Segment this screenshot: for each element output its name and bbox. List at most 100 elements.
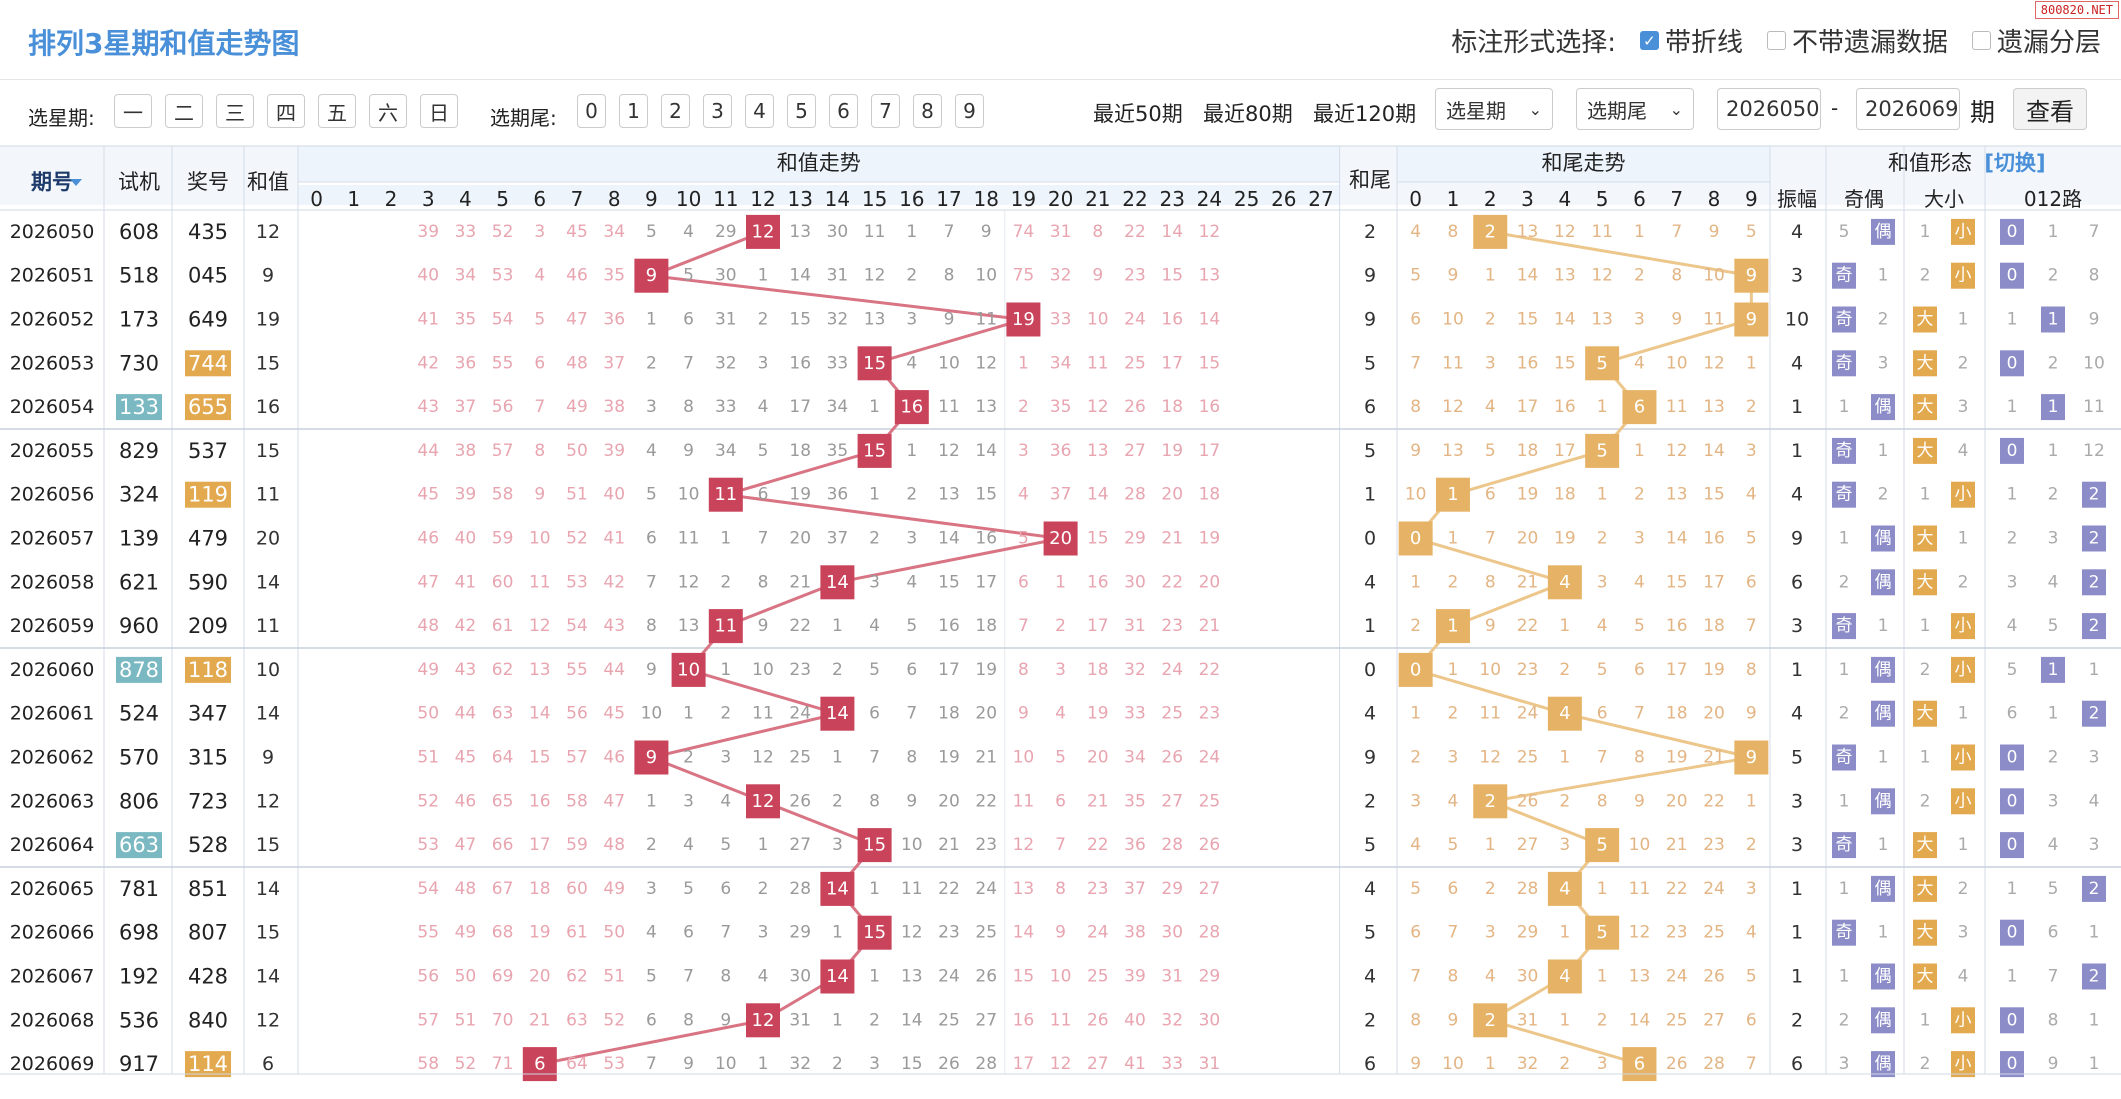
recent-80-link[interactable]: 最近80期	[1203, 102, 1293, 126]
tail-cell: 2	[1364, 221, 1376, 243]
sum-miss-cell: 50	[417, 704, 439, 724]
weekday-chip-sat[interactable]: 六	[369, 94, 407, 128]
checkbox-icon[interactable]	[1766, 31, 1786, 50]
sum-miss-cell: 4	[1055, 704, 1066, 724]
big-small-marker	[1951, 481, 1975, 508]
sum-miss-cell: 34	[1050, 353, 1072, 373]
start-issue-input[interactable]: 2026050	[1717, 88, 1821, 130]
mod3-marker	[2041, 394, 2065, 421]
tail-miss-cell: 25	[1703, 923, 1725, 943]
tail-chip-5[interactable]: 5	[787, 94, 816, 128]
sum-miss-cell: 18	[1199, 485, 1221, 505]
checkbox-icon[interactable]	[1971, 31, 1991, 50]
checkbox-checked-icon[interactable]: ✓	[1639, 31, 1659, 50]
odd-even-marker	[1832, 350, 1856, 377]
query-button[interactable]: 查看	[2013, 88, 2087, 130]
sum-ball-label: 15	[863, 835, 886, 856]
draw-cell: 114	[188, 1052, 228, 1076]
tail-ball-label: 4	[1559, 572, 1570, 593]
weekday-chip-thu[interactable]: 四	[267, 94, 305, 128]
option-no-miss-data[interactable]: 不带遗漏数据	[1766, 22, 1948, 59]
sum-miss-cell: 6	[906, 660, 917, 680]
big-small-marker	[1913, 832, 1937, 859]
sum-miss-cell: 9	[683, 441, 694, 461]
odd-even-miss: 5	[1839, 222, 1850, 242]
tail-cell: 0	[1364, 659, 1376, 681]
sum-miss-cell: 64	[566, 1054, 588, 1074]
sum-col-head: 14	[825, 187, 850, 211]
mod3-miss: 4	[2048, 835, 2059, 855]
tail-miss-cell: 15	[1517, 310, 1539, 330]
switch-link[interactable]: [切换]	[1984, 151, 2045, 175]
tail-chip-6[interactable]: 6	[829, 94, 858, 128]
sum-miss-cell: 3	[906, 310, 917, 330]
sum-miss-cell: 4	[720, 791, 731, 811]
tail-miss-cell: 15	[1554, 353, 1576, 373]
sum-miss-cell: 46	[417, 529, 439, 549]
tail-chip-0[interactable]: 0	[577, 94, 606, 128]
sum-cell: 12	[256, 221, 280, 243]
sum-miss-cell: 13	[678, 616, 700, 636]
sum-miss-cell: 34	[1124, 748, 1146, 768]
tail-ball	[1734, 302, 1769, 337]
weekday-chip-wed[interactable]: 三	[216, 94, 254, 128]
tail-miss-cell: 3	[1485, 923, 1496, 943]
tail-miss-cell: 2	[1410, 616, 1421, 636]
sum-miss-cell: 21	[529, 1010, 551, 1030]
tail-miss-cell: 4	[1634, 353, 1645, 373]
sum-miss-cell: 24	[1124, 310, 1146, 330]
sum-miss-cell: 31	[1199, 1054, 1221, 1074]
weekday-chip-tue[interactable]: 二	[165, 94, 203, 128]
tail-chip-2[interactable]: 2	[661, 94, 690, 128]
tail-ball-label: 0	[1410, 659, 1421, 680]
tail-chip-1[interactable]: 1	[619, 94, 648, 128]
mod3-miss: 12	[2083, 441, 2105, 461]
recent-50-link[interactable]: 最近50期	[1093, 102, 1183, 126]
sum-miss-cell: 32	[789, 1054, 811, 1074]
range-dash: -	[1831, 96, 1839, 120]
tail-miss-cell: 9	[1709, 222, 1720, 242]
tail-select[interactable]: 选期尾 ⌄	[1576, 88, 1694, 130]
sum-miss-cell: 8	[683, 1010, 694, 1030]
tail-chip-7[interactable]: 7	[871, 94, 900, 128]
weekday-chip-sun[interactable]: 日	[420, 94, 458, 128]
tail-chip-3[interactable]: 3	[703, 94, 732, 128]
sum-miss-cell: 42	[455, 616, 477, 636]
tail-miss-cell: 9	[1410, 1054, 1421, 1074]
weekday-select[interactable]: 选星期 ⌄	[1435, 88, 1553, 130]
odd-even-marker	[1832, 832, 1856, 859]
sum-miss-cell: 24	[1087, 923, 1109, 943]
sum-miss-cell: 11	[864, 222, 886, 242]
big-small-header: 大小	[1924, 187, 1964, 211]
odd-even-value: 奇	[1836, 441, 1853, 461]
sum-miss-cell: 9	[534, 485, 545, 505]
tail-chip-9[interactable]: 9	[955, 94, 984, 128]
sum-miss-cell: 1	[832, 748, 843, 768]
tail-chip-4[interactable]: 4	[745, 94, 774, 128]
big-small-value: 大	[1917, 353, 1934, 373]
end-issue-input[interactable]: 2026069	[1856, 88, 1960, 130]
sum-miss-cell: 12	[1013, 835, 1035, 855]
sum-miss-cell: 4	[683, 835, 694, 855]
sum-miss-cell: 37	[1050, 485, 1072, 505]
issue-cell: 2026051	[10, 265, 95, 287]
mod3-marker	[2041, 306, 2065, 333]
weekday-chip-fri[interactable]: 五	[318, 94, 356, 128]
sum-miss-cell: 3	[906, 529, 917, 549]
sum-miss-cell: 1	[683, 704, 694, 724]
odd-even-marker	[1871, 963, 1895, 990]
sum-miss-cell: 21	[1161, 529, 1183, 549]
mod3-value: 0	[2007, 923, 2018, 943]
recent-120-link[interactable]: 最近120期	[1313, 102, 1417, 126]
odd-even-miss: 1	[1839, 397, 1850, 417]
weekday-chip-mon[interactable]: 一	[114, 94, 152, 128]
tail-ball	[1585, 433, 1620, 468]
option-with-line[interactable]: ✓ 带折线	[1639, 22, 1743, 59]
sum-miss-cell: 9	[981, 222, 992, 242]
tail-miss-cell: 4	[1485, 397, 1496, 417]
option-miss-layer[interactable]: 遗漏分层	[1971, 22, 2101, 59]
big-small-marker	[1913, 525, 1937, 552]
tail-miss-cell: 2	[1746, 835, 1757, 855]
tail-miss-cell: 3	[1746, 441, 1757, 461]
tail-chip-8[interactable]: 8	[913, 94, 942, 128]
